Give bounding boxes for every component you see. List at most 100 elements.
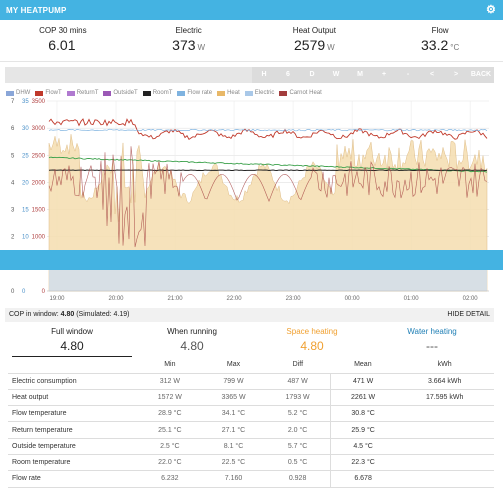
x-tick-label: 23:00 <box>286 296 302 302</box>
roomt-line <box>48 169 488 171</box>
legend-swatch <box>35 90 44 96</box>
table-cell: 799 W <box>201 373 266 390</box>
toolbar-button-0[interactable]: H <box>252 67 276 83</box>
heatpump-chart[interactable]: 19:00 20:00 21:00 22:00 23:00 00:00 01:00 02:00… <box>5 83 494 303</box>
y-tick-label: 10 <box>22 235 29 241</box>
toolbar-button-8[interactable]: > <box>444 67 468 83</box>
cop-window-value: 4.80 <box>60 311 75 318</box>
table-cell: 2.5 °C <box>138 438 202 455</box>
y-tick-label: 1000 <box>32 235 46 241</box>
legend-item[interactable]: Carnot Heat <box>279 90 322 96</box>
table-cell: 2261 W <box>329 389 396 407</box>
table-cell <box>395 405 494 423</box>
table-cell: 28.9 °C <box>138 405 202 423</box>
table-cell: 4.5 °C <box>329 438 396 455</box>
table-header: Min <box>138 357 202 374</box>
legend-swatch <box>66 90 75 96</box>
legend-item[interactable]: RoomT <box>142 90 172 96</box>
table-cell: 22.0 °C <box>138 454 202 472</box>
x-tick-label: 22:00 <box>227 296 243 302</box>
table-row: Flow rate 6.232 7.160 0.928 6.678 <box>8 470 494 488</box>
mode-value: --- <box>426 339 438 353</box>
legend-swatch <box>142 90 151 96</box>
toolbar-button-4[interactable]: M <box>348 67 372 83</box>
y-tick-label: 25 <box>22 153 29 159</box>
table-cell <box>395 421 494 439</box>
y-tick-label: 35 <box>22 99 29 105</box>
x-tick-label: 00:00 <box>345 296 361 302</box>
cop-window-text: COP in window: <box>9 311 61 318</box>
legend-item[interactable]: FlowT <box>35 90 62 96</box>
mode-tab-3[interactable]: Water heating --- <box>372 327 492 357</box>
chart-toolbar: H 6 D W M + - < > BACK <box>5 67 494 83</box>
table-cell: Outside temperature <box>8 438 138 455</box>
legend-label: Carnot Heat <box>289 90 322 96</box>
table-cell: Flow rate <box>8 470 138 488</box>
table-row: Outside temperature 2.5 °C 8.1 °C 5.7 °C 4.5… <box>8 438 494 455</box>
table-cell: 6.232 <box>138 470 202 488</box>
legend-label: DHW <box>16 90 31 96</box>
stat-value: 2579 W <box>252 37 378 53</box>
table-cell: Heat output <box>8 389 138 407</box>
mode-tabs: Full window 4.80 When running 4.80 Space hea… <box>12 327 492 357</box>
legend-label: Heat <box>227 90 240 96</box>
toolbar-button-6[interactable]: - <box>396 67 420 83</box>
header-bar: MY HEATPUMP ⚙ <box>0 0 503 20</box>
table-row: Return temperature 25.1 °C 27.1 °C 2.0 °C 25… <box>8 421 494 439</box>
stat-value: 33.2 °C <box>377 37 503 53</box>
table-cell: 0.5 °C <box>265 454 331 472</box>
gear-icon[interactable]: ⚙ <box>485 4 497 16</box>
table-cell: 30.8 °C <box>329 405 396 423</box>
toolbar-button-2[interactable]: D <box>300 67 324 83</box>
mode-tab-0[interactable]: Full window 4.80 <box>12 327 132 357</box>
table-header: Diff <box>265 357 331 374</box>
hide-detail-button[interactable]: HIDE DETAIL <box>447 311 490 318</box>
table-cell: 22.5 °C <box>201 454 266 472</box>
legend-item[interactable]: Heat <box>217 90 240 96</box>
table-cell: 25.9 °C <box>329 421 396 439</box>
table-cell: 7.160 <box>201 470 266 488</box>
table-row: Room temperature 22.0 °C 22.5 °C 0.5 °C 22.3… <box>8 454 494 472</box>
y-tick-label: 4 <box>11 180 15 186</box>
y-tick-label: 5 <box>11 153 15 159</box>
overlay-bar <box>0 250 503 270</box>
table-cell: 1793 W <box>265 389 331 407</box>
legend-swatch <box>103 90 112 96</box>
legend-item[interactable]: OutsideT <box>103 90 138 96</box>
stat-unit: W <box>327 43 335 52</box>
table-cell: 5.7 °C <box>265 438 331 455</box>
legend-item[interactable]: ReturnT <box>66 90 98 96</box>
table-cell: 27.1 °C <box>201 421 266 439</box>
table-row: Heat output 1572 W 3365 W 1793 W 2261 W 17.59… <box>8 389 494 407</box>
stat-unit: °C <box>450 43 460 52</box>
mode-tab-2[interactable]: Space heating 4.80 <box>252 327 372 357</box>
y-tick-label: 1500 <box>32 208 46 214</box>
stat-unit: W <box>197 43 206 52</box>
table-cell <box>395 438 494 455</box>
toolbar-button-5[interactable]: + <box>372 67 396 83</box>
legend-item[interactable]: Flow rate <box>177 90 212 96</box>
table-cell: 8.1 °C <box>201 438 266 455</box>
stat-number: 33.2 <box>421 37 449 53</box>
stat-value: 373 W <box>126 37 252 53</box>
table-cell: 25.1 °C <box>138 421 202 439</box>
legend-item[interactable]: DHW <box>6 90 30 96</box>
toolbar-button-7[interactable]: < <box>420 67 444 83</box>
toolbar-button-3[interactable]: W <box>324 67 348 83</box>
table-cell: 487 W <box>265 373 331 390</box>
x-tick-label: 20:00 <box>109 296 125 302</box>
legend-swatch <box>6 90 14 96</box>
table-header <box>8 357 138 374</box>
y-tick-label: 15 <box>22 208 29 214</box>
toolbar-button-9[interactable]: BACK <box>468 67 494 83</box>
y-tick-label: 7 <box>11 99 15 105</box>
stat-0: COP 30 mins 6.01 <box>0 20 126 61</box>
y-tick-label: 2500 <box>32 153 46 159</box>
mode-label: When running <box>167 327 217 336</box>
y-tick-label: 0 <box>22 289 26 295</box>
legend-item[interactable]: Electric <box>244 90 274 96</box>
y-tick-label: 3500 <box>32 99 46 105</box>
toolbar-button-1[interactable]: 6 <box>276 67 300 83</box>
legend-label: OutsideT <box>113 90 138 96</box>
mode-tab-1[interactable]: When running 4.80 <box>132 327 252 357</box>
